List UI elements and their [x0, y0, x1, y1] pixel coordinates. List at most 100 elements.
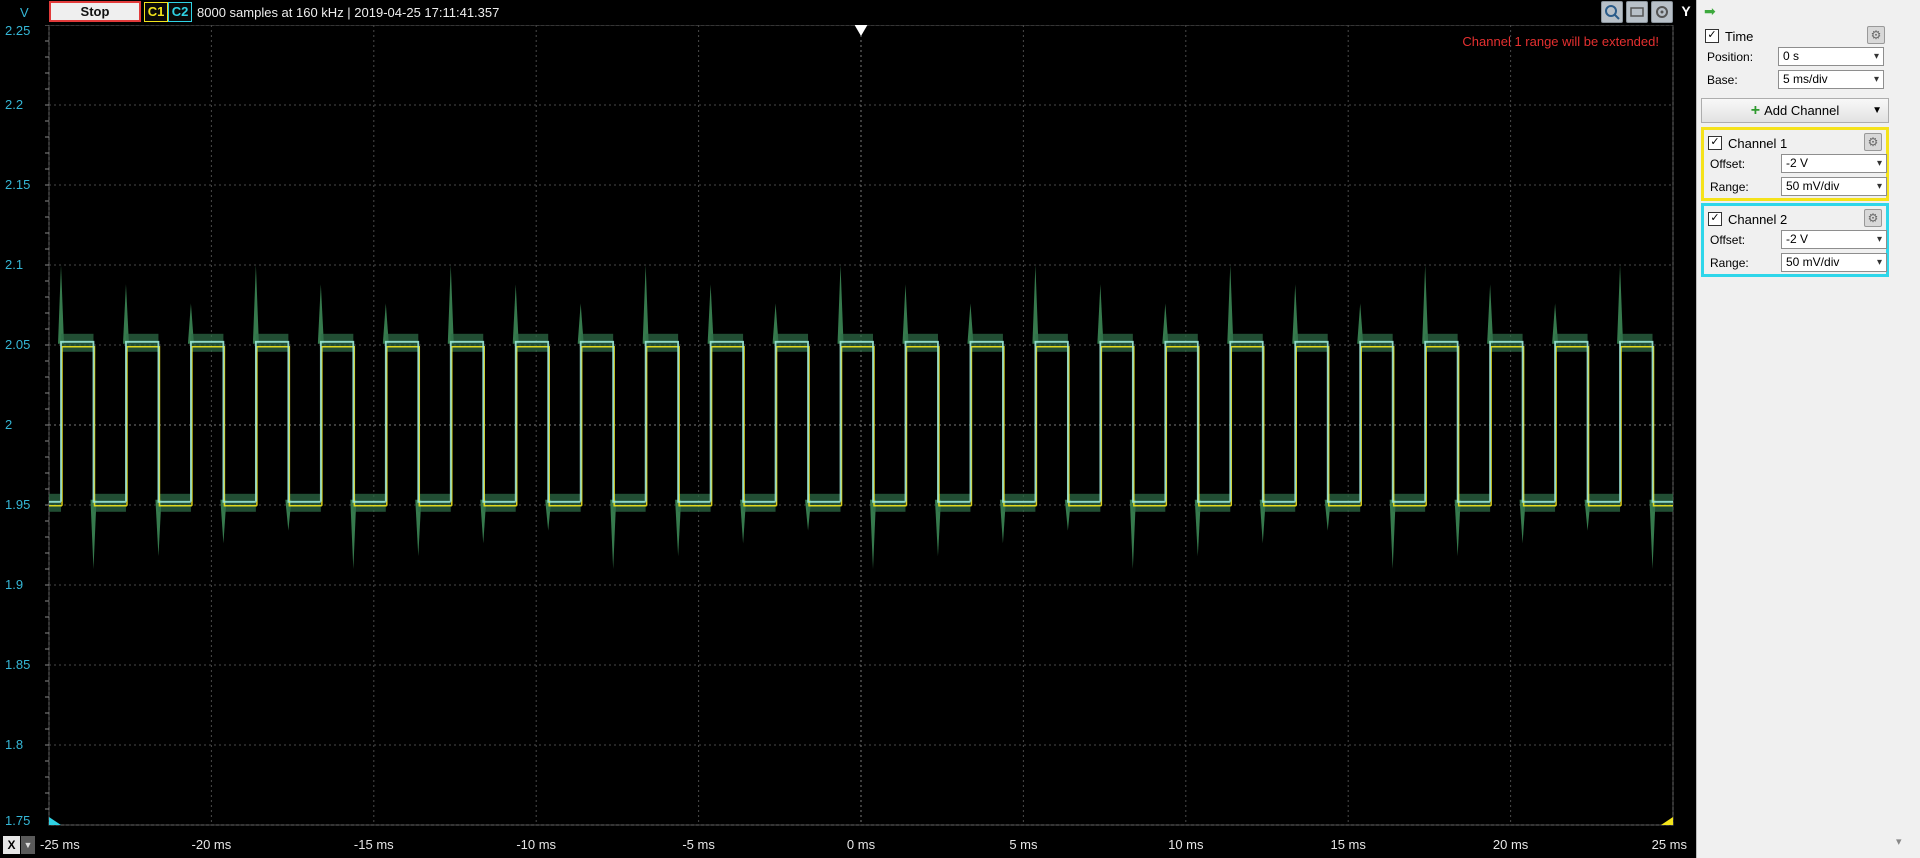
spike-up [187, 303, 194, 344]
spike-down [155, 499, 162, 557]
time-panel: ✓ Time ⚙ Position: 0 s ▾ Base: 5 ms/div ▾ [1701, 23, 1889, 91]
spike-down [90, 499, 97, 569]
spike-up [967, 303, 974, 344]
channel-2-toggle[interactable]: C2 [168, 2, 192, 22]
band-high [190, 333, 224, 352]
channel-2-offset-select[interactable]: -2 V ▾ [1781, 230, 1887, 249]
y-tick-label: 1.85 [5, 657, 30, 672]
y-tick-label: 1.8 [5, 737, 23, 752]
channel-2-range-select[interactable]: 50 mV/div ▾ [1781, 253, 1887, 272]
spike-down [1649, 499, 1656, 569]
band-low [1587, 493, 1621, 512]
band-low [1002, 493, 1036, 512]
range-label: Range: [1710, 256, 1749, 270]
settings-icon[interactable]: ⚙ [1864, 133, 1882, 151]
spike-up [1487, 284, 1494, 344]
fit-icon[interactable] [1626, 1, 1648, 23]
time-enable-checkbox[interactable]: ✓ [1705, 29, 1719, 43]
spike-down [415, 499, 422, 557]
settings-icon[interactable] [1651, 1, 1673, 23]
band-low [613, 493, 646, 512]
settings-icon[interactable]: ⚙ [1867, 26, 1885, 44]
chevron-down-icon[interactable]: ▼ [21, 836, 35, 854]
add-channel-button[interactable]: + Add Channel ▼ [1701, 98, 1889, 123]
band-low [1067, 493, 1101, 512]
settings-icon[interactable]: ⚙ [1864, 209, 1882, 227]
spike-up [707, 284, 714, 344]
spike-up [1617, 265, 1624, 344]
chevron-down-icon: ▾ [1876, 257, 1882, 268]
spike-down [26, 500, 32, 582]
band-low [808, 493, 841, 512]
x-tick-label: 10 ms [1168, 837, 1204, 852]
scope-toolbar: V Stop C1 C2 8000 samples at 160 kHz | 2… [0, 0, 1696, 25]
zoom-icon[interactable] [1601, 1, 1623, 23]
band-low [1522, 493, 1556, 512]
spike-up [1097, 284, 1104, 344]
scroll-down-icon[interactable]: ▾ [1896, 836, 1902, 848]
x-tick-label: -25 ms [40, 837, 80, 852]
spike-up [252, 265, 259, 344]
channel-1-title: Channel 1 [1728, 135, 1788, 151]
x-tick-label: 0 ms [847, 837, 876, 852]
band-high [515, 333, 549, 352]
chevron-down-icon: ▾ [1873, 51, 1879, 62]
scope-plot[interactable]: 2.25 2.2 2.15 2.1 2.05 2 1.95 1.9 1.85 1.8 1.75 -25… [0, 0, 1696, 858]
y-tick-label: 2.2 [5, 97, 23, 112]
band-high [1100, 333, 1133, 352]
band-low [1197, 493, 1231, 512]
band-low [1132, 493, 1166, 512]
band-high [1230, 333, 1263, 352]
spike-up [1227, 265, 1234, 344]
spike-up [642, 265, 649, 344]
spike-down [350, 499, 357, 569]
range-label: Range: [1710, 180, 1749, 194]
stop-button[interactable]: Stop [49, 1, 141, 22]
channel-1-range-select[interactable]: 50 mV/div ▾ [1781, 177, 1887, 196]
band-high [1295, 333, 1328, 352]
channel-1-toggle[interactable]: C1 [144, 2, 168, 22]
y-tick-label: 2 [5, 417, 12, 432]
time-title: Time [1725, 28, 1754, 44]
position-select[interactable]: 0 s ▾ [1778, 47, 1884, 66]
spike-up [772, 303, 779, 344]
band-high [580, 333, 614, 352]
arrow-icon[interactable]: ➡ [1704, 3, 1716, 19]
y-tick-label: 2.05 [5, 337, 30, 352]
channel-2-checkbox[interactable]: ✓ [1708, 212, 1722, 226]
chevron-down-icon[interactable]: ▼ [1872, 105, 1882, 116]
base-select[interactable]: 5 ms/div ▾ [1778, 70, 1884, 89]
y-axis-button[interactable]: Y [1681, 3, 1691, 19]
spike-up [512, 284, 519, 344]
ch1-marker-icon [1661, 817, 1673, 825]
x-tick-label: 15 ms [1330, 837, 1366, 852]
y-tick-label: 1.95 [5, 497, 30, 512]
channel-1-panel: ✓ Channel 1 ⚙ Offset: -2 V ▾ Range: 50 mV… [1701, 127, 1889, 201]
channel-1-checkbox[interactable]: ✓ [1708, 136, 1722, 150]
base-value: 5 ms/div [1783, 72, 1828, 86]
spike-down [1454, 499, 1461, 557]
offset-label: Offset: [1710, 157, 1746, 171]
channel-2-title: Channel 2 [1728, 211, 1788, 227]
offset-value: -2 V [1786, 156, 1809, 170]
band-high [385, 333, 419, 352]
x-axis-button[interactable]: X [3, 836, 20, 854]
band-low [353, 493, 386, 512]
band-high [1620, 333, 1653, 352]
band-low [483, 493, 516, 512]
acquisition-status: 8000 samples at 160 kHz | 2019-04-25 17:… [197, 5, 500, 20]
band-high [125, 333, 159, 352]
x-tick-label: -5 ms [682, 837, 715, 852]
offset-label: Offset: [1710, 233, 1746, 247]
base-label: Base: [1707, 73, 1738, 87]
waveform-canvas[interactable]: 2.25 2.2 2.15 2.1 2.05 2 1.95 1.9 1.85 1.8 1.75 -25… [0, 0, 1696, 858]
spike-up [447, 265, 454, 344]
trigger-marker-icon [854, 24, 868, 36]
channel-1-offset-select[interactable]: -2 V ▾ [1781, 154, 1887, 173]
range-value: 50 mV/div [1786, 179, 1840, 193]
chevron-down-icon: ▾ [1876, 181, 1882, 192]
band-low [743, 493, 776, 512]
spike-up [1032, 265, 1039, 344]
position-value: 0 s [1783, 49, 1800, 63]
band-high [645, 333, 679, 352]
